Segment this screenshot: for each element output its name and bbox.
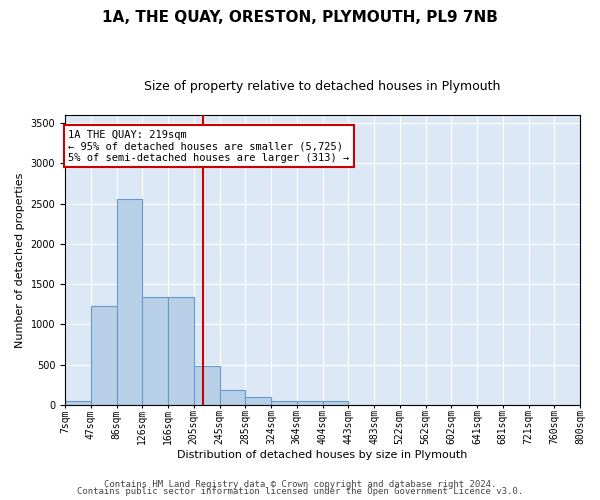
Bar [116, 199, 142, 405]
Bar [271, 400, 297, 405]
Text: Contains HM Land Registry data © Crown copyright and database right 2024.: Contains HM Land Registry data © Crown c… [104, 480, 496, 489]
Text: Contains public sector information licensed under the Open Government Licence v3: Contains public sector information licen… [77, 487, 523, 496]
Text: 1A THE QUAY: 219sqm
← 95% of detached houses are smaller (5,725)
5% of semi-deta: 1A THE QUAY: 219sqm ← 95% of detached ho… [68, 130, 349, 162]
Bar [323, 402, 348, 405]
Bar [245, 396, 271, 405]
Bar [65, 401, 91, 405]
Bar [194, 366, 220, 405]
Bar [297, 401, 323, 405]
Title: Size of property relative to detached houses in Plymouth: Size of property relative to detached ho… [145, 80, 501, 93]
Text: 1A, THE QUAY, ORESTON, PLYMOUTH, PL9 7NB: 1A, THE QUAY, ORESTON, PLYMOUTH, PL9 7NB [102, 10, 498, 25]
Bar [220, 390, 245, 405]
Bar [91, 306, 116, 405]
Y-axis label: Number of detached properties: Number of detached properties [15, 172, 25, 348]
Bar [168, 297, 194, 405]
Bar [142, 297, 168, 405]
X-axis label: Distribution of detached houses by size in Plymouth: Distribution of detached houses by size … [178, 450, 468, 460]
